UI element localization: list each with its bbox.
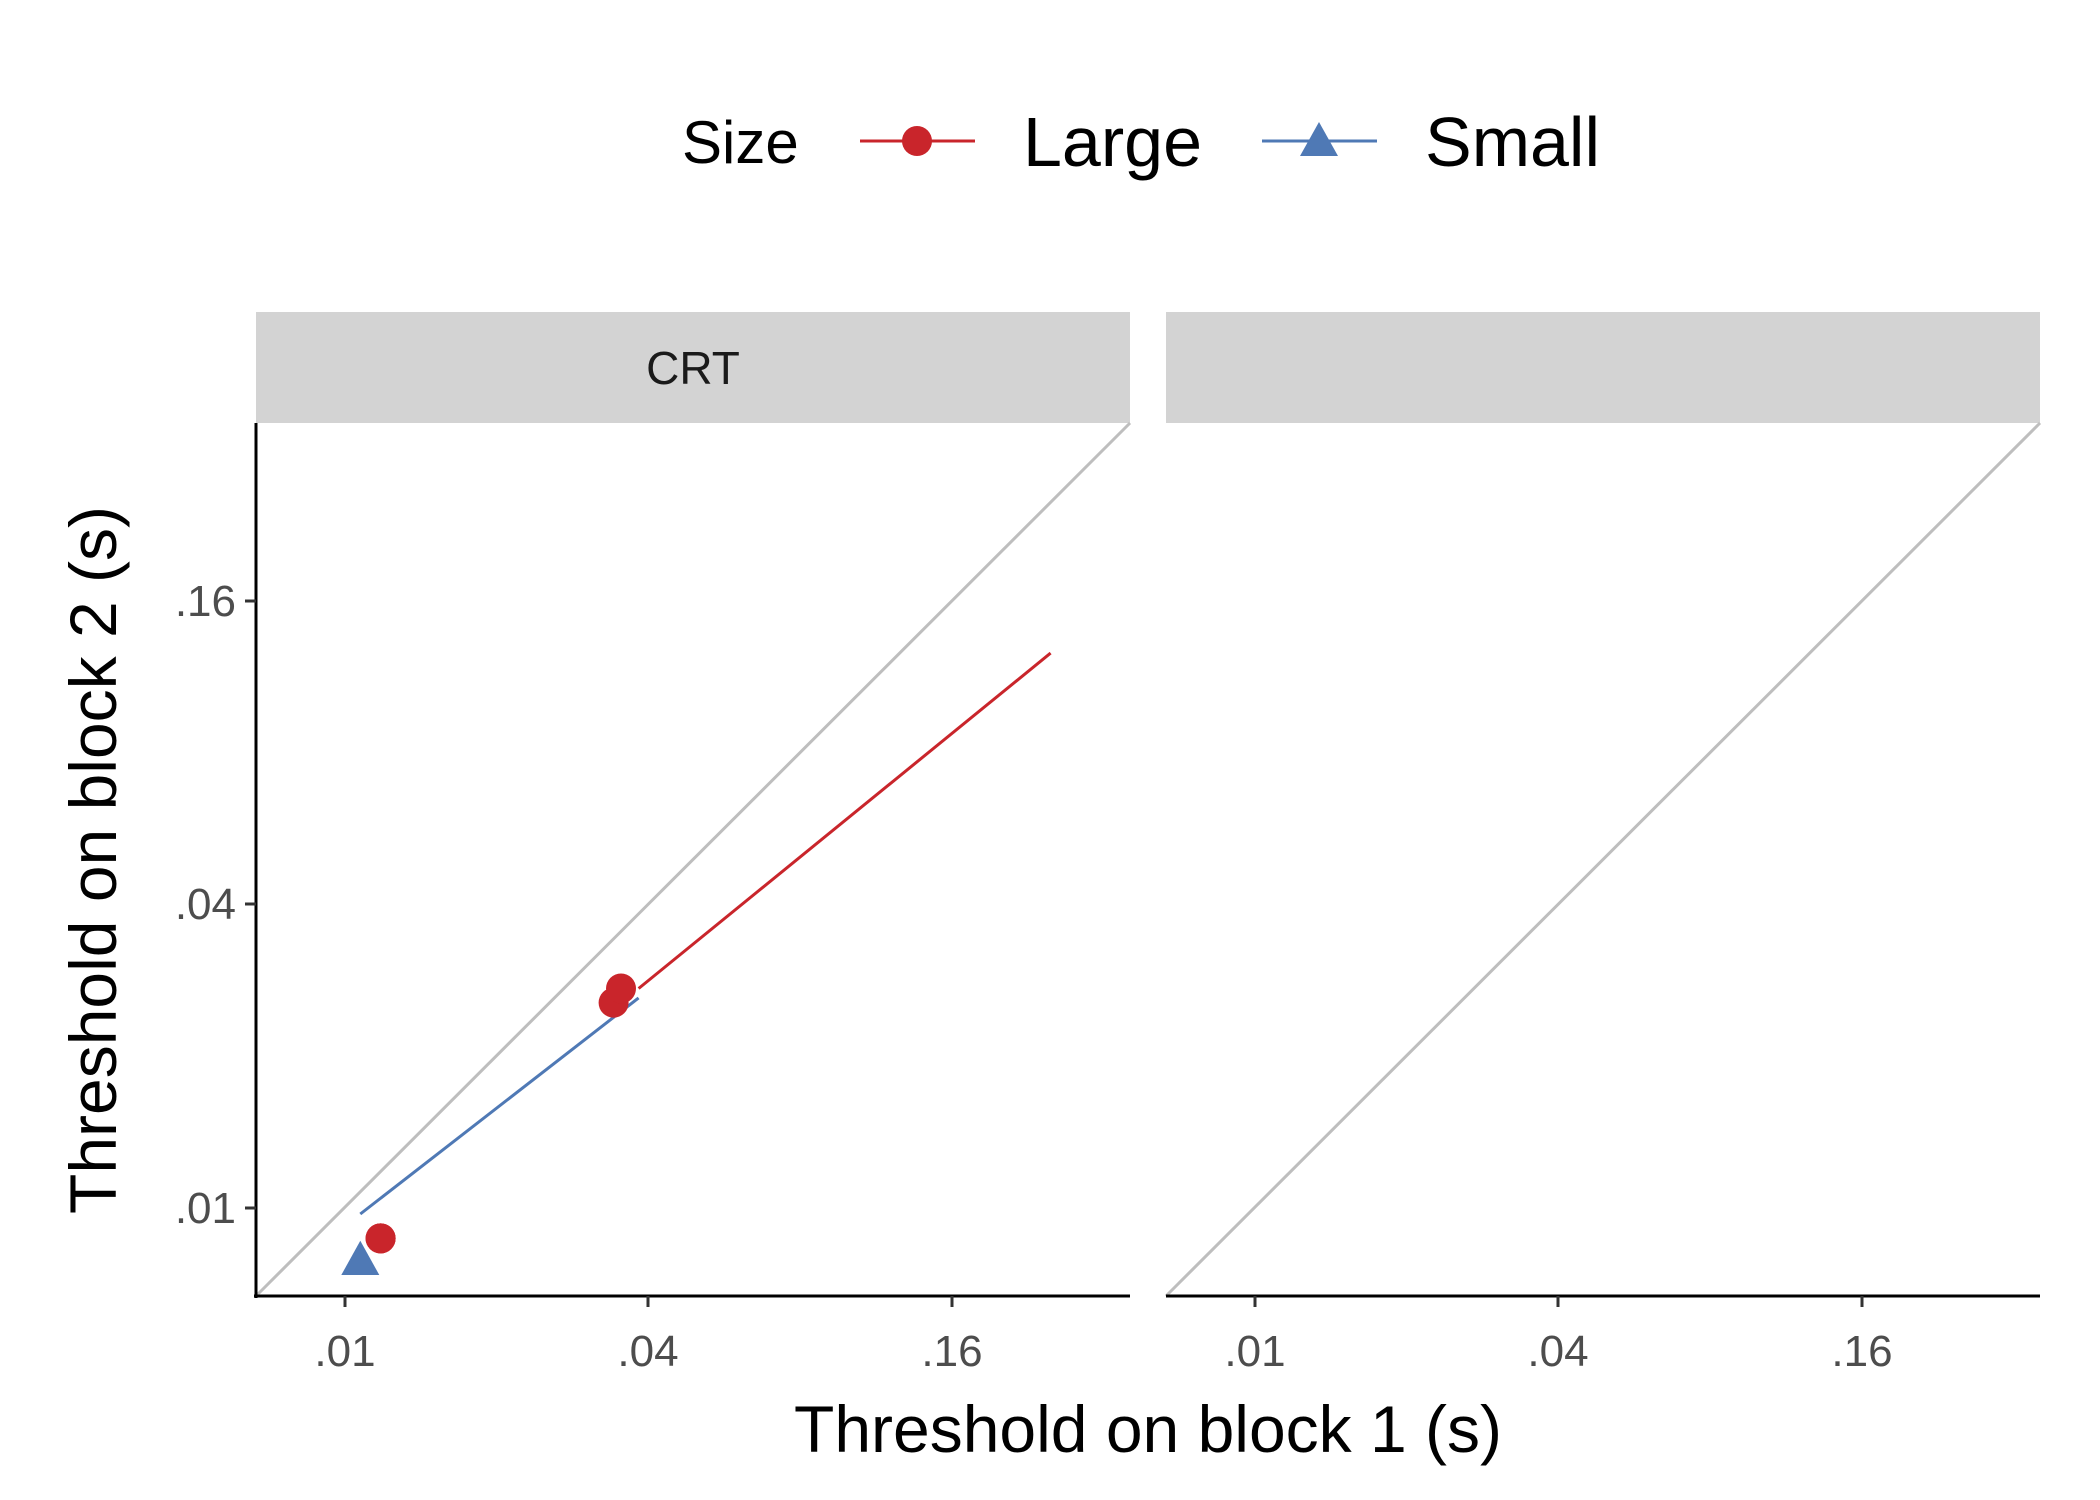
fit-lines-crt: [359, 651, 1052, 1216]
strip-crt: [256, 312, 1130, 423]
point-large-crt-1: [606, 973, 636, 1004]
identity-line-ipad: [1164, 421, 2042, 1298]
x-tick-label-crt-001: .01: [314, 1327, 375, 1376]
identity-line-crt: [254, 421, 1132, 1298]
x-tick-label-crt-016: .16: [921, 1327, 982, 1376]
legend-key-large-marker: [902, 126, 932, 156]
legend-key-small-marker: [1300, 122, 1338, 156]
legend-label-large: Large: [1023, 103, 1202, 181]
x-tick-label-crt-004: .04: [617, 1327, 678, 1376]
x-tick-label-ipad-001: .01: [1224, 1327, 1285, 1376]
point-small-crt-0: [341, 1240, 380, 1275]
fit-line-small-crt: [359, 996, 640, 1216]
fit-line-large-crt: [637, 651, 1052, 990]
strip-label-crt: CRT: [646, 342, 740, 394]
legend-title: Size: [682, 109, 799, 176]
points-crt: [341, 973, 636, 1275]
point-large-crt-4: [365, 1223, 396, 1254]
y-axis-title: Threshold on block 2 (s): [56, 506, 130, 1214]
x-tick-label-ipad-016: .16: [1831, 1327, 1892, 1376]
y-tick-label-004: .04: [175, 880, 236, 929]
panel-crt: CRT .16 .04 .01 .01 .04 .16: [175, 312, 1132, 1376]
y-tick-label-001: .01: [175, 1184, 236, 1233]
y-tick-label-016: .16: [175, 577, 236, 626]
strip-ipad: [1166, 312, 2040, 423]
panel-ipad: .01 .04 .16: [1164, 312, 2042, 1376]
legend: Size Large Small: [682, 103, 1600, 181]
x-tick-label-ipad-004: .04: [1527, 1327, 1588, 1376]
x-axis-title: Threshold on block 1 (s): [794, 1392, 1502, 1466]
legend-label-small: Small: [1425, 103, 1600, 181]
